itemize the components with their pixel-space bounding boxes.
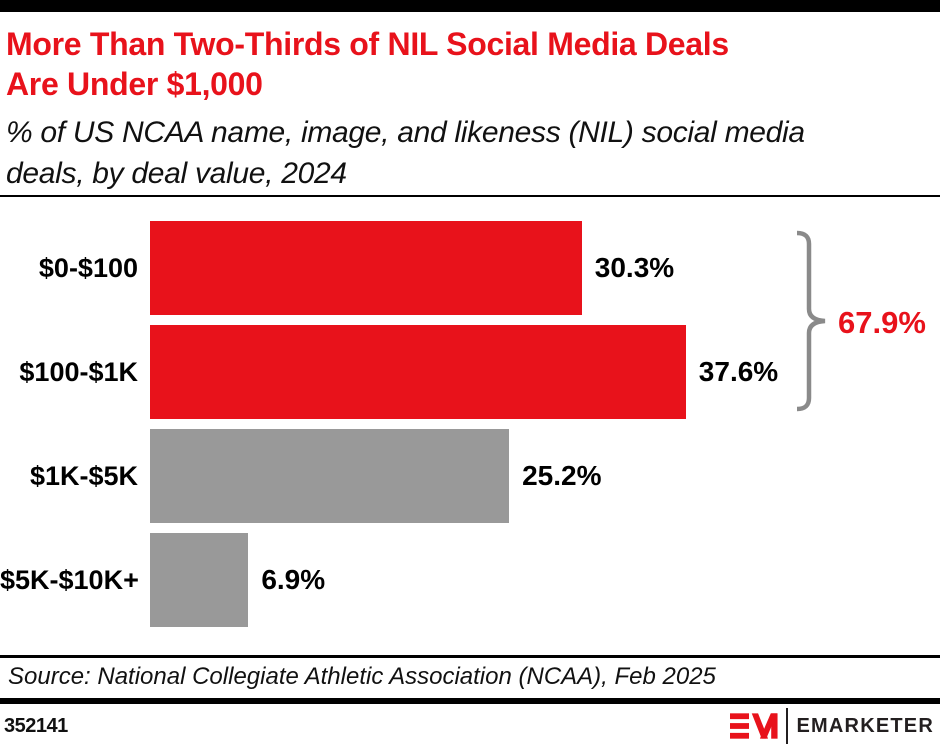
category-label: $1K-$5K (29, 460, 138, 491)
bar (150, 429, 510, 523)
chart-row: $5K-$10K+ 6.9% (0, 533, 940, 627)
chart-title-line-1: More Than Two-Thirds of NIL Social Media… (6, 26, 729, 62)
value-label: 25.2% (522, 460, 602, 491)
category-label: $100-$1K (19, 356, 138, 387)
chart-header: More Than Two-Thirds of NIL Social Media… (0, 12, 940, 197)
emarketer-logo: EMARKETER (729, 708, 934, 744)
bar-track: 25.2% (150, 429, 940, 523)
chart-id: 352141 (4, 714, 68, 737)
value-label: 6.9% (261, 564, 326, 595)
category-label: $0-$100 (38, 252, 138, 283)
bar (150, 221, 582, 315)
category-label: $5K-$10K+ (0, 564, 139, 595)
emarketer-logo-icon (729, 713, 778, 739)
bar (150, 533, 249, 627)
bar-track: 6.9% (150, 533, 940, 627)
chart-title-line-2: Are Under $1,000 (6, 66, 263, 102)
annotation-total-label: 67.9% (838, 305, 926, 340)
source-bar: Source: National Collegiate Athletic Ass… (0, 655, 940, 704)
bar (150, 325, 686, 419)
source-text: Source: National Collegiate Athletic Ass… (8, 663, 716, 690)
logo-divider (785, 708, 788, 744)
chart-title: More Than Two-Thirds of NIL Social Media… (6, 24, 932, 104)
bar-chart: $0-$100 30.3% $100-$1K 37.6% $1K-$5K 25.2% $5K… (0, 197, 940, 655)
bar-rows: $0-$100 30.3% $100-$1K 37.6% $1K-$5K 25.2% $5K… (0, 197, 940, 627)
top-black-bar (0, 0, 940, 12)
bar-track: 30.3% (150, 221, 940, 315)
chart-subtitle: % of US NCAA name, image, and likeness (… (6, 116, 805, 190)
chart-row: $1K-$5K 25.2% (0, 429, 940, 523)
bar-track: 37.6% (150, 325, 940, 419)
chart-row: $100-$1K 37.6% (0, 325, 940, 419)
brand-name: EMARKETER (796, 714, 934, 737)
bracket-brace-icon (796, 230, 826, 412)
footer: 352141 EMARKETER (0, 704, 940, 748)
value-label: 37.6% (698, 356, 779, 387)
value-label: 30.3% (594, 252, 675, 283)
chart-row: $0-$100 30.3% (0, 221, 940, 315)
